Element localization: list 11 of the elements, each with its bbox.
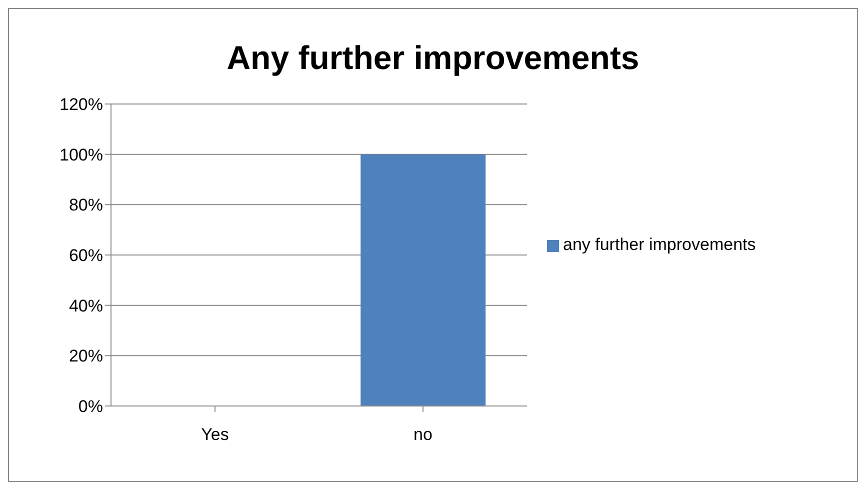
legend-label: any further improvements — [563, 235, 756, 254]
y-tick-label: 80% — [68, 196, 103, 215]
chart-title: Any further improvements — [226, 39, 640, 77]
y-tick-label: 20% — [68, 346, 103, 366]
y-tick-label: 100% — [60, 145, 103, 164]
x-tick-label: Yes — [201, 425, 229, 444]
y-tick-label: 60% — [68, 246, 103, 266]
y-tick-label: 0% — [78, 397, 103, 416]
y-tick-label: 120% — [60, 95, 103, 114]
x-tick-label: no — [414, 425, 432, 444]
y-tick-label: 40% — [68, 296, 103, 316]
